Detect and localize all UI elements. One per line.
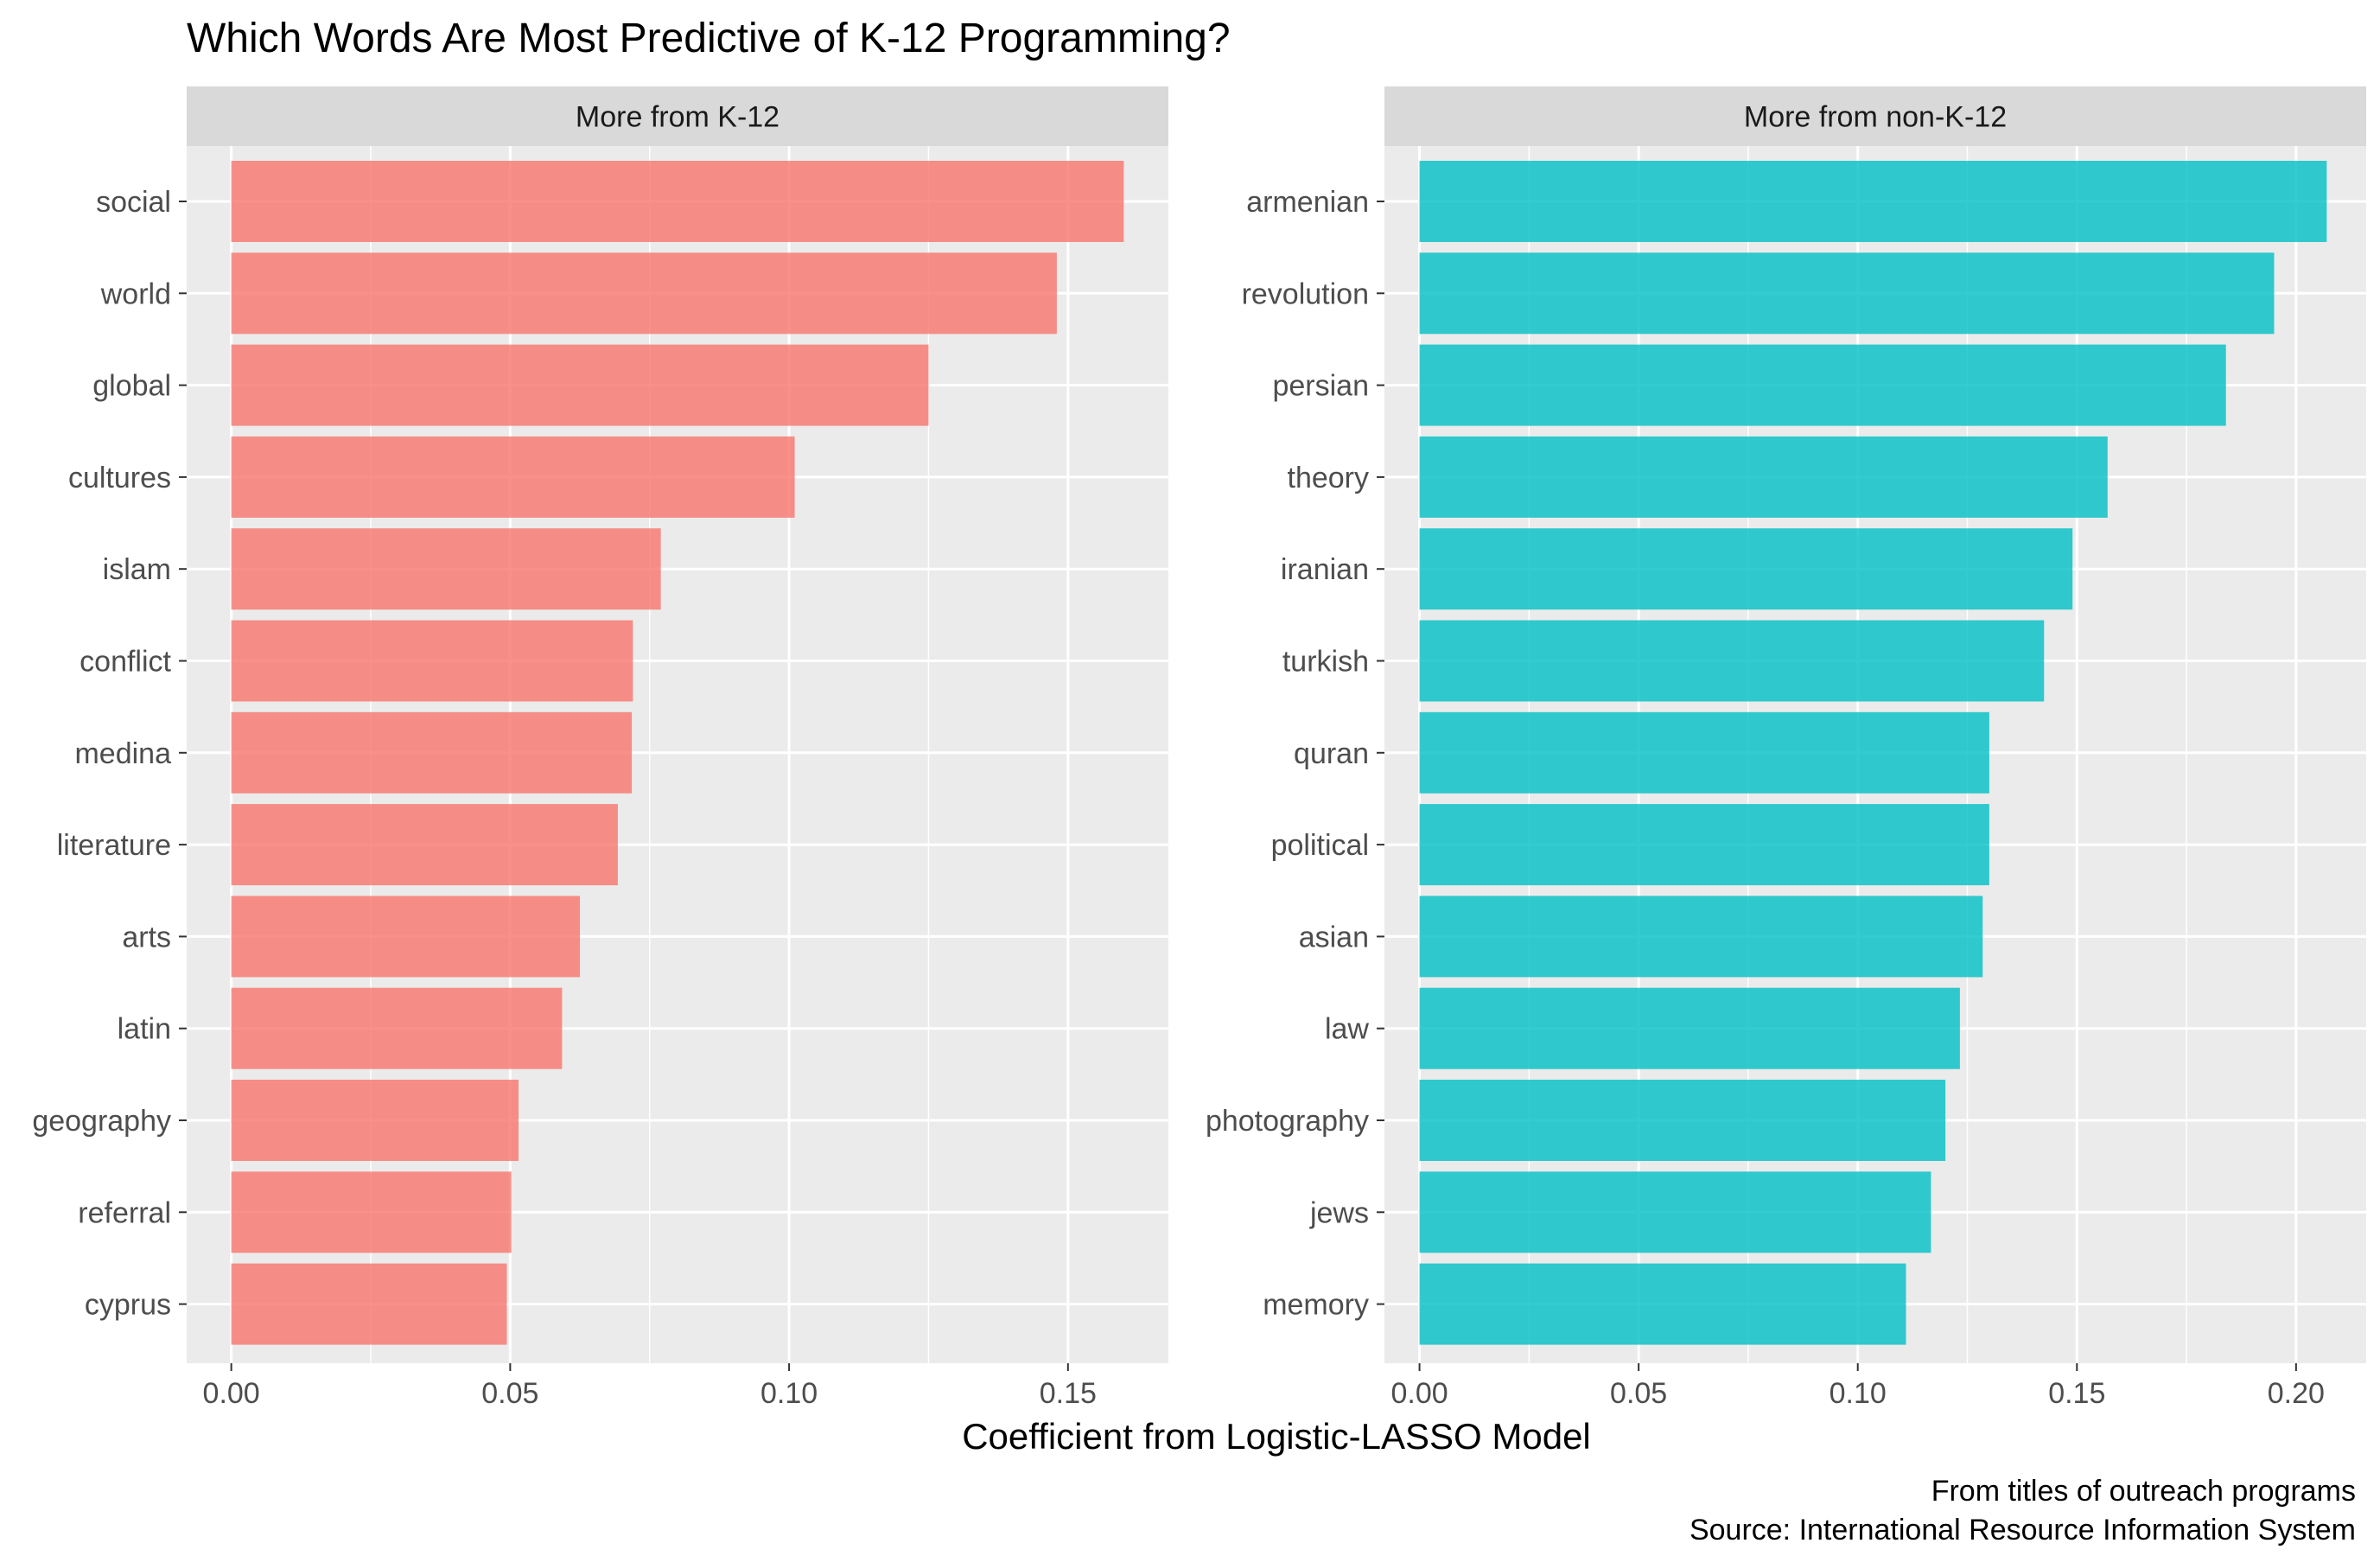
y-tick-label: literature bbox=[57, 829, 171, 862]
y-tick-label: political bbox=[1271, 829, 1369, 862]
y-tick-label: law bbox=[1325, 1013, 1369, 1046]
bar-world bbox=[231, 252, 1057, 335]
facet-strip-label: More from K-12 bbox=[576, 101, 780, 134]
y-tick-label: global bbox=[92, 370, 171, 403]
facet-strip-label: More from non-K-12 bbox=[1744, 101, 2007, 134]
panel-right: More from non-K-12 armenian revolution pers… bbox=[1206, 86, 2366, 1410]
bar-arts bbox=[231, 896, 581, 978]
bar-political bbox=[1419, 804, 1989, 886]
y-tick-label: medina bbox=[74, 737, 171, 770]
y-tick-label: conflict bbox=[80, 646, 171, 679]
bar-global bbox=[231, 344, 929, 426]
y-tick-label: quran bbox=[1294, 737, 1369, 770]
bar-iranian bbox=[1419, 528, 2073, 610]
bar-theory bbox=[1419, 436, 2108, 518]
y-tick-label: cyprus bbox=[85, 1289, 171, 1322]
bar-jews bbox=[1419, 1171, 1931, 1253]
y-tick-label: jews bbox=[1309, 1196, 1369, 1229]
x-tick-label: 0.15 bbox=[2048, 1377, 2105, 1410]
bar-persian bbox=[1419, 344, 2226, 426]
facet-strip bbox=[1384, 86, 2366, 146]
y-tick-label: arts bbox=[122, 921, 171, 953]
y-tick-label: referral bbox=[78, 1196, 171, 1229]
chart-title: Which Words Are Most Predictive of K-12 … bbox=[187, 16, 1231, 61]
bar-quran bbox=[1419, 711, 1989, 794]
bar-referral bbox=[231, 1171, 512, 1253]
panel-left: More from K-12 social world global cultures i… bbox=[32, 86, 1168, 1410]
y-tick-label: islam bbox=[103, 553, 171, 586]
y-tick-label: theory bbox=[1288, 462, 1370, 494]
bar-turkish bbox=[1419, 620, 2045, 702]
bar-memory bbox=[1419, 1263, 1906, 1345]
bar-islam bbox=[231, 528, 661, 610]
bar-conflict bbox=[231, 620, 633, 702]
facet-strip bbox=[187, 86, 1168, 146]
bar-latin bbox=[231, 987, 563, 1069]
x-tick-label: 0.00 bbox=[203, 1377, 260, 1410]
x-tick-label: 0.15 bbox=[1040, 1377, 1097, 1410]
y-tick-label: turkish bbox=[1282, 646, 1369, 679]
x-tick-label: 0.00 bbox=[1390, 1377, 1448, 1410]
y-tick-label: cultures bbox=[68, 462, 171, 494]
y-tick-label: asian bbox=[1299, 921, 1369, 953]
bar-cultures bbox=[231, 436, 795, 518]
caption-line-2: Source: International Resource Informati… bbox=[1690, 1514, 2356, 1546]
bar-photography bbox=[1419, 1080, 1946, 1161]
caption-line-1: From titles of outreach programs bbox=[1931, 1475, 2356, 1508]
y-tick-label: persian bbox=[1272, 370, 1369, 403]
x-axis-label: Coefficient from Logistic-LASSO Model bbox=[962, 1416, 1591, 1457]
bar-literature bbox=[231, 804, 618, 886]
x-tick-label: 0.05 bbox=[481, 1377, 538, 1410]
bar-armenian bbox=[1419, 161, 2327, 242]
x-tick-label: 0.10 bbox=[760, 1377, 818, 1410]
y-tick-label: world bbox=[100, 277, 171, 310]
bar-geography bbox=[231, 1080, 519, 1161]
bar-revolution bbox=[1419, 252, 2275, 335]
y-tick-label: social bbox=[96, 186, 171, 219]
y-tick-label: latin bbox=[118, 1013, 171, 1046]
bar-asian bbox=[1419, 896, 1983, 978]
bar-cyprus bbox=[231, 1263, 507, 1345]
y-tick-label: armenian bbox=[1246, 186, 1369, 219]
y-tick-label: geography bbox=[32, 1105, 171, 1138]
bar-social bbox=[231, 161, 1124, 242]
y-tick-label: iranian bbox=[1281, 553, 1369, 586]
y-tick-label: photography bbox=[1206, 1105, 1369, 1138]
y-tick-label: revolution bbox=[1242, 277, 1369, 310]
bar-law bbox=[1419, 987, 1960, 1069]
x-tick-label: 0.10 bbox=[1830, 1377, 1887, 1410]
bar-medina bbox=[231, 711, 633, 794]
x-tick-label: 0.05 bbox=[1610, 1377, 1667, 1410]
x-tick-label: 0.20 bbox=[2268, 1377, 2325, 1410]
y-tick-label: memory bbox=[1263, 1289, 1369, 1322]
